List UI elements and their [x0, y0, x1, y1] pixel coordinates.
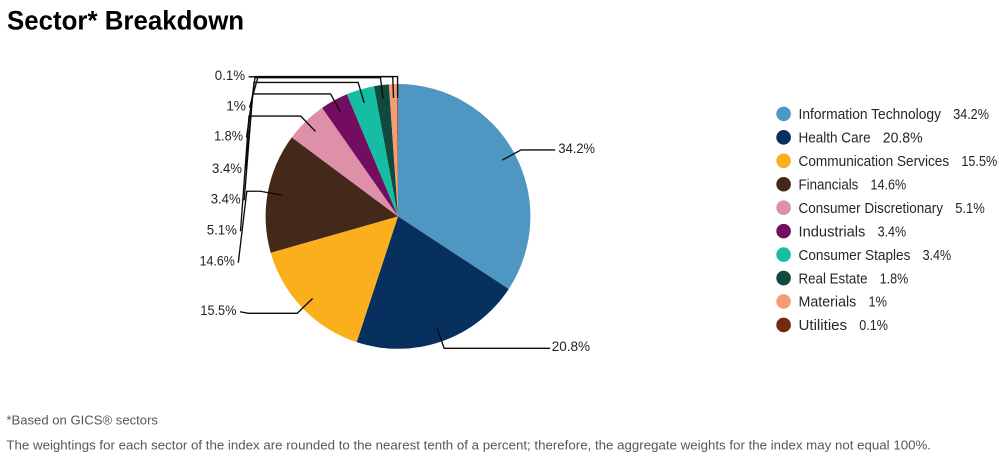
svg-text:Financials: Financials	[799, 177, 859, 193]
svg-text:0.1%: 0.1%	[215, 67, 245, 83]
svg-text:3.4%: 3.4%	[212, 160, 242, 176]
svg-text:14.6%: 14.6%	[871, 177, 907, 193]
svg-text:3.4%: 3.4%	[211, 190, 241, 206]
svg-text:34.2%: 34.2%	[558, 140, 595, 156]
svg-text:Real Estate: Real Estate	[799, 271, 868, 287]
svg-text:5.1%: 5.1%	[207, 221, 237, 237]
svg-text:20.8%: 20.8%	[552, 338, 590, 354]
svg-text:20.8%: 20.8%	[883, 131, 923, 147]
svg-text:Consumer Staples: Consumer Staples	[799, 248, 911, 264]
svg-text:15.5%: 15.5%	[961, 154, 997, 170]
svg-text:0.1%: 0.1%	[859, 318, 888, 334]
svg-text:1%: 1%	[226, 98, 246, 114]
svg-text:1.8%: 1.8%	[214, 128, 243, 144]
svg-text:Health Care: Health Care	[799, 131, 871, 147]
svg-text:Communication Services: Communication Services	[799, 154, 950, 170]
svg-text:1%: 1%	[869, 295, 887, 311]
svg-text:*Based on GICS® sectors: *Based on GICS® sectors	[6, 413, 158, 428]
svg-text:15.5%: 15.5%	[200, 302, 236, 318]
svg-text:3.4%: 3.4%	[878, 224, 907, 240]
svg-text:Utilities: Utilities	[799, 318, 848, 334]
svg-text:Consumer Discretionary: Consumer Discretionary	[799, 201, 944, 217]
svg-text:1.8%: 1.8%	[880, 271, 909, 287]
svg-text:Materials: Materials	[799, 295, 857, 311]
svg-text:The weightings for each sector: The weightings for each sector of the in…	[6, 438, 931, 453]
svg-text:Sector* Breakdown: Sector* Breakdown	[7, 5, 244, 35]
svg-text:Information Technology: Information Technology	[799, 107, 942, 123]
svg-text:3.4%: 3.4%	[923, 248, 952, 264]
svg-text:5.1%: 5.1%	[955, 201, 985, 217]
svg-text:14.6%: 14.6%	[200, 253, 235, 269]
svg-text:Industrials: Industrials	[799, 224, 866, 240]
svg-text:34.2%: 34.2%	[953, 107, 989, 123]
